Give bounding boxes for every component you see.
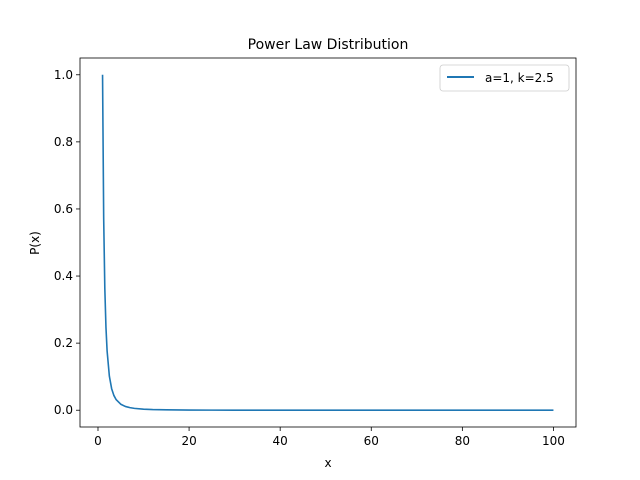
x-tick-label: 100 — [542, 434, 565, 448]
legend: a=1, k=2.5 — [439, 64, 570, 92]
x-tick-label: 0 — [94, 434, 102, 448]
y-tick-label: 0.2 — [54, 336, 73, 350]
y-tick-label: 1.0 — [54, 68, 73, 82]
y-tick-label: 0.4 — [54, 269, 73, 283]
y-axis-label: P(x) — [28, 231, 42, 255]
legend-box — [439, 64, 570, 92]
y-tick-label: 0.0 — [54, 403, 73, 417]
x-tick-label: 40 — [273, 434, 288, 448]
y-tick-label: 0.6 — [54, 202, 73, 216]
x-tick-label: 80 — [455, 434, 470, 448]
x-axis-label: x — [324, 456, 331, 470]
chart-title: Power Law Distribution — [248, 37, 409, 53]
legend-label: a=1, k=2.5 — [485, 71, 554, 85]
y-tick-label: 0.8 — [54, 135, 73, 149]
plot-frame — [79, 57, 577, 428]
x-tick-label: 60 — [364, 434, 379, 448]
x-tick-label: 20 — [181, 434, 196, 448]
series-line-0 — [101, 74, 554, 412]
